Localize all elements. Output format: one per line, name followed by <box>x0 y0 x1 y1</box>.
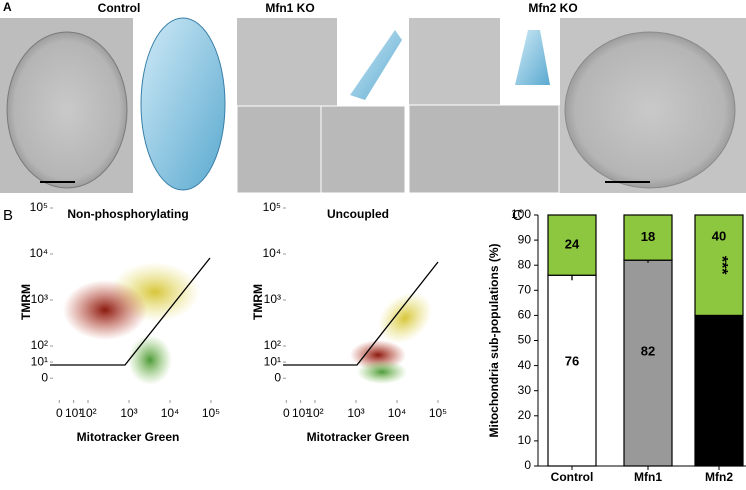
render-3d <box>140 17 226 191</box>
panel-label: C <box>512 207 523 224</box>
x-tick-label: 0 <box>283 406 290 420</box>
y-tick-label: 10⁴ <box>262 246 281 260</box>
y-tick-label: 50 <box>518 333 532 347</box>
y-tick-label: 30 <box>518 383 532 397</box>
x-tick-label: 10¹ <box>292 406 309 420</box>
y-tick-label: 60 <box>518 308 532 322</box>
x-axis-label: Mitotracker Green <box>307 430 410 444</box>
x-tick-label: 10² <box>79 406 96 420</box>
bar-segment <box>623 259 673 467</box>
y-tick-label: 10¹ <box>31 354 48 368</box>
cloud <box>128 335 172 385</box>
bar-segment <box>694 214 744 317</box>
x-tick-label: 10³ <box>120 406 137 420</box>
value-label: 82 <box>641 344 655 359</box>
x-tick-label: 10⁴ <box>388 406 407 420</box>
x-tick-label: 10⁵ <box>429 406 447 420</box>
micrograph-grid <box>408 104 560 194</box>
annotation: *** <box>713 256 730 275</box>
y-tick-label: 100 <box>511 207 531 221</box>
y-axis-label: TMRM <box>19 284 33 320</box>
panel-title: Control <box>98 1 141 15</box>
y-tick-label: 40 <box>518 358 532 372</box>
panel-title: Mfn1 KO <box>265 1 314 15</box>
cloud <box>378 292 432 344</box>
x-tick-label: Control <box>551 470 594 484</box>
cloud <box>357 360 407 384</box>
scatter-density <box>50 257 439 385</box>
plot-title: Non-phosphorylating <box>67 207 188 221</box>
y-tick-label: 10⁴ <box>29 246 48 260</box>
y-tick-label: 0 <box>274 370 281 384</box>
render-3d <box>515 30 550 85</box>
y-tick-label: 10⁵ <box>30 200 48 214</box>
bar-segment <box>547 214 597 276</box>
x-tick-label: 10⁵ <box>202 406 220 420</box>
panel-label: A <box>3 0 12 14</box>
y-tick-label: 10 <box>518 433 532 447</box>
gate-line <box>283 261 439 366</box>
gate-line <box>50 257 211 366</box>
micrograph-mito <box>6 31 128 189</box>
x-tick-label: 10² <box>306 406 323 420</box>
x-tick-label: 10³ <box>347 406 364 420</box>
value-label: 40 <box>712 229 726 244</box>
micrograph <box>236 105 322 194</box>
y-tick-label: 10² <box>31 338 48 352</box>
y-tick-label: 20 <box>518 408 532 422</box>
y-tick-label: 10² <box>264 338 281 352</box>
y-axis-label: Mitochondria sub-populations (%) <box>487 244 501 438</box>
y-tick-label: 80 <box>518 257 532 271</box>
cloud <box>63 280 147 340</box>
y-tick-label: 10⁵ <box>263 200 281 214</box>
x-tick-label: 0 <box>56 406 63 420</box>
y-tick-label: 0 <box>524 458 531 472</box>
y-tick-label: 90 <box>518 232 532 246</box>
plot-title: Uncoupled <box>327 207 389 221</box>
x-tick-label: Mfn2 <box>705 470 733 484</box>
value-label: 60 <box>712 380 726 395</box>
panel-title: Mfn2 KO <box>528 1 577 15</box>
value-label: 18 <box>641 229 655 244</box>
y-tick-label: 10¹ <box>264 354 281 368</box>
bar-segment <box>694 314 744 467</box>
value-label: 24 <box>565 237 580 252</box>
bar-segment <box>623 214 673 261</box>
x-tick-label: 10⁴ <box>161 406 180 420</box>
panel-a-images <box>0 17 746 194</box>
x-tick-label: 10¹ <box>65 406 82 420</box>
render-3d <box>350 30 402 100</box>
micrograph-mito <box>564 31 736 189</box>
y-tick-label: 70 <box>518 282 532 296</box>
value-label: 76 <box>565 353 579 368</box>
bar-segment <box>547 274 597 467</box>
panel-label: B <box>3 207 13 224</box>
x-tick-label: Mfn1 <box>634 470 662 484</box>
x-axis-label: Mitotracker Green <box>77 430 180 444</box>
y-tick-label: 10³ <box>31 292 48 306</box>
y-tick-label: 0 <box>41 370 48 384</box>
micrograph <box>320 105 406 194</box>
y-tick-label: 10³ <box>264 292 281 306</box>
y-axis-label: TMRM <box>251 284 265 320</box>
